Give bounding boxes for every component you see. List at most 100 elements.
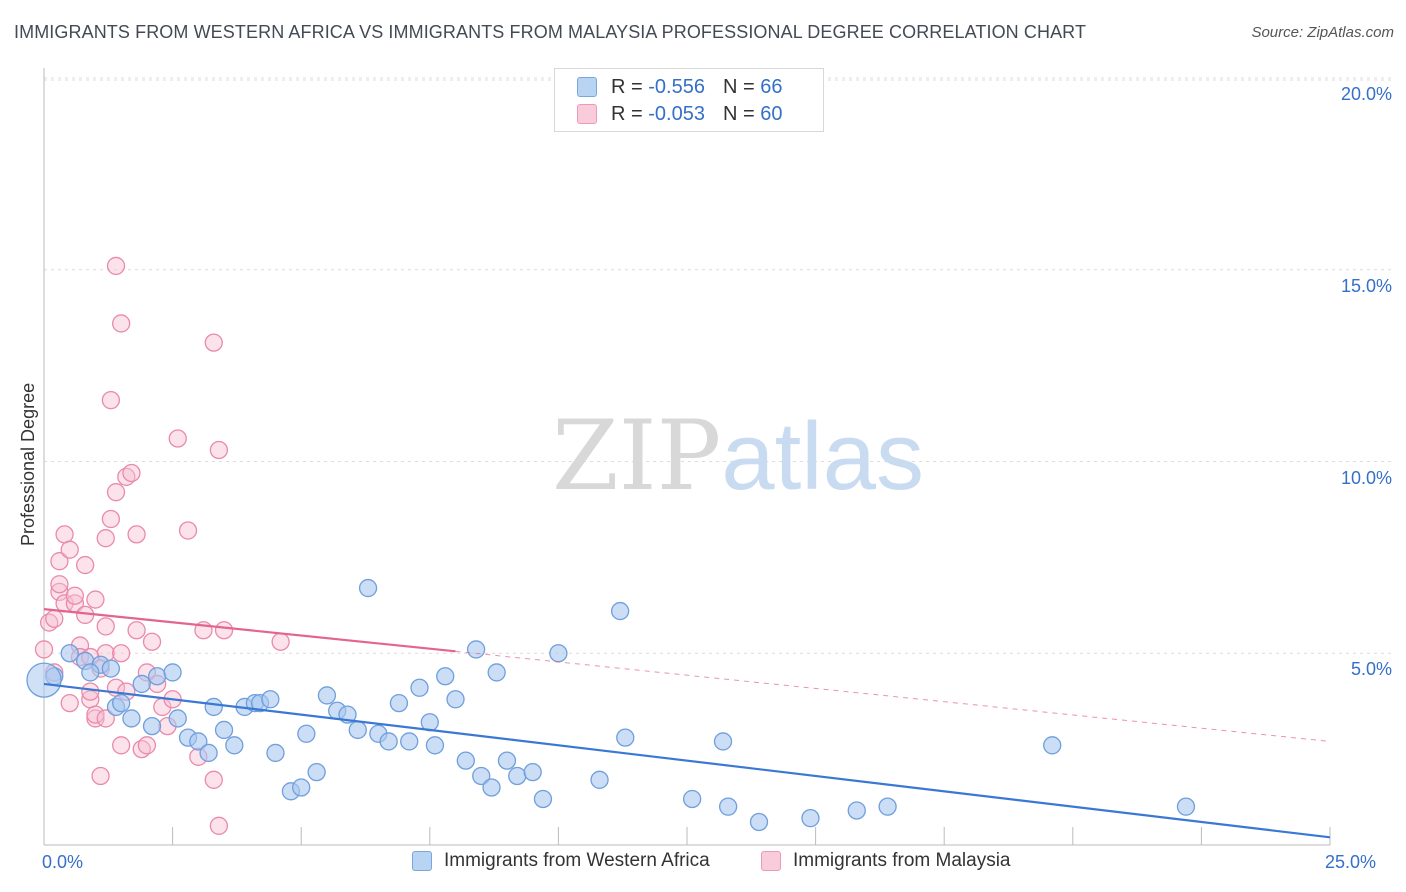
point-western-africa [482,778,501,797]
point-western-africa [1176,797,1196,816]
trend-lines [43,608,1331,839]
data-points [26,256,1196,835]
point-western-africa [142,716,162,736]
point-malaysia [91,766,110,786]
point-malaysia [209,440,229,460]
point-western-africa [266,743,285,763]
point-malaysia [112,736,131,755]
point-malaysia [65,586,85,605]
point-malaysia [34,640,54,659]
axes [43,68,1331,846]
y-tick-label: 15.0% [1340,275,1392,296]
point-malaysia [127,621,146,640]
point-western-africa [132,674,151,694]
point-western-africa [379,732,398,751]
legend-swatch-blue [577,77,597,97]
point-western-africa [1043,736,1062,755]
point-malaysia [106,483,126,502]
point-malaysia [81,682,100,701]
point-malaysia [271,632,290,651]
point-malaysia [86,590,105,609]
point-western-africa [81,663,100,682]
point-malaysia [112,314,131,333]
point-western-africa [446,690,465,709]
point-malaysia [127,525,146,544]
point-malaysia [60,693,79,713]
point-western-africa [590,770,609,789]
point-western-africa [616,728,635,747]
point-western-africa [533,789,553,809]
point-western-africa [410,678,429,697]
point-western-africa [60,644,79,663]
series-legend: Immigrants from Western Africa Immigrant… [0,850,1406,878]
point-malaysia [112,644,131,663]
point-western-africa [847,801,866,820]
point-western-africa [801,809,820,828]
legend-item-western-africa[interactable]: Immigrants from Western Africa [412,850,710,872]
point-western-africa [436,667,455,686]
point-malaysia [209,816,229,835]
y-tick-label: 10.0% [1340,467,1392,488]
point-western-africa [307,762,326,782]
point-western-africa [358,578,378,598]
x-tick-label-min: 0.0% [42,852,84,872]
point-western-africa [749,812,769,832]
point-western-africa [189,732,208,751]
point-western-africa [261,690,280,709]
correlation-legend: R = -0.556 N = 66 R = -0.053 N = 60 [554,68,824,132]
point-western-africa [487,663,506,682]
point-malaysia [96,529,115,548]
legend-swatch-pink [761,851,781,871]
n-value-malaysia: 60 [760,102,783,125]
point-western-africa [199,743,218,763]
point-western-africa [122,709,141,728]
r-value-western-africa: -0.556 [648,75,705,98]
point-malaysia [60,540,79,559]
point-western-africa [400,732,419,751]
legend-row-malaysia: R = -0.053 N = 60 [577,101,782,127]
point-malaysia [50,552,69,571]
point-western-africa [682,789,702,809]
point-western-africa [713,732,733,751]
point-western-africa [389,693,409,713]
point-malaysia [122,463,141,483]
point-malaysia [142,632,162,651]
point-western-africa [214,720,234,740]
point-western-africa [472,766,491,786]
point-western-africa [148,667,167,686]
point-malaysia [86,705,105,724]
legend-row-western-africa: R = -0.556 N = 66 [577,74,782,100]
point-malaysia [96,617,115,636]
point-malaysia [50,575,69,594]
point-malaysia [168,429,187,448]
point-western-africa [456,751,475,770]
y-tick-label: 5.0% [1350,659,1392,680]
point-malaysia [106,256,126,276]
n-value-western-africa: 66 [760,75,783,98]
point-western-africa [163,663,182,682]
point-malaysia [45,609,64,628]
point-western-africa [466,640,486,659]
r-value-malaysia: -0.053 [648,102,705,125]
grid [44,77,1394,654]
point-western-africa [204,697,223,717]
legend-item-malaysia[interactable]: Immigrants from Malaysia [761,850,1011,872]
point-western-africa [101,659,121,678]
point-western-africa [425,736,445,755]
point-western-africa [497,751,517,770]
point-western-africa [292,778,311,797]
point-malaysia [204,770,223,789]
point-western-africa [225,736,244,755]
point-malaysia [101,390,121,410]
point-western-africa [508,766,527,786]
trend-line-malaysia [43,608,456,653]
chart-title: IMMIGRANTS FROM WESTERN AFRICA VS IMMIGR… [14,22,1087,42]
point-western-africa [317,686,337,705]
y-tick-label: 20.0% [1340,84,1392,104]
point-western-africa [348,720,367,740]
point-malaysia [137,736,157,755]
point-western-africa [523,762,542,782]
point-western-africa [610,601,630,621]
legend-swatch-pink [577,104,597,124]
